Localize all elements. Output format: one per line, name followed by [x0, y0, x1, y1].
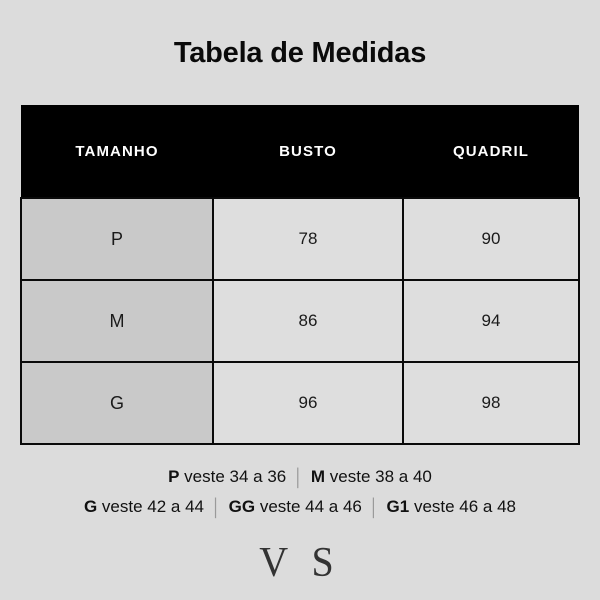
table-row: P 78 90 — [20, 197, 580, 281]
page-title: Tabela de Medidas — [173, 37, 427, 69]
column-header-busto: BUSTO — [213, 105, 403, 198]
cell-busto: 96 — [212, 361, 404, 445]
size-table: TAMANHO BUSTO QUADRIL P 78 90 M 86 94 G — [20, 105, 580, 445]
note-text-g1: veste 46 a 48 — [409, 497, 517, 516]
note-code-m: M — [310, 467, 326, 486]
cell-quadril: 94 — [402, 279, 580, 363]
note-separator: │ — [211, 498, 222, 517]
note-text-g: veste 42 a 44 — [97, 497, 205, 516]
column-header-quadril: QUADRIL — [403, 105, 579, 198]
cell-size: M — [20, 279, 214, 363]
note-code-g1: G1 — [386, 497, 410, 516]
note-code-gg: GG — [228, 497, 256, 516]
note-text-m: veste 38 a 40 — [325, 467, 432, 486]
cell-size: G — [20, 361, 214, 445]
size-equivalence-notes: P veste 34 a 36 │ M veste 38 a 40 G veste … — [0, 462, 600, 522]
note-line-2: G veste 42 a 44 │ GG veste 44 a 46 │ G1 vest… — [0, 492, 600, 522]
table-header-row: TAMANHO BUSTO QUADRIL — [21, 105, 579, 198]
note-text-p: veste 34 a 36 — [179, 467, 287, 486]
note-code-g: G — [83, 497, 98, 516]
note-separator: │ — [368, 498, 380, 517]
note-text-gg: veste 44 a 46 — [255, 497, 362, 516]
table-header: TAMANHO BUSTO QUADRIL — [21, 105, 579, 198]
brand-logo: V S — [259, 537, 341, 586]
cell-busto: 86 — [212, 279, 404, 363]
note-separator: │ — [293, 468, 304, 487]
column-header-tamanho: TAMANHO — [21, 105, 213, 198]
table-row: G 96 98 — [20, 361, 580, 445]
cell-quadril: 90 — [402, 197, 580, 281]
table-body: P 78 90 M 86 94 G 96 98 — [20, 197, 580, 445]
size-table-container: TAMANHO BUSTO QUADRIL P 78 90 M 86 94 G — [20, 105, 580, 445]
note-code-p: P — [168, 467, 180, 486]
table-row: M 86 94 — [20, 279, 580, 363]
cell-size: P — [20, 197, 214, 281]
note-line-1: P veste 34 a 36 │ M veste 38 a 40 — [0, 462, 600, 492]
cell-quadril: 98 — [402, 361, 580, 445]
cell-busto: 78 — [212, 197, 404, 281]
